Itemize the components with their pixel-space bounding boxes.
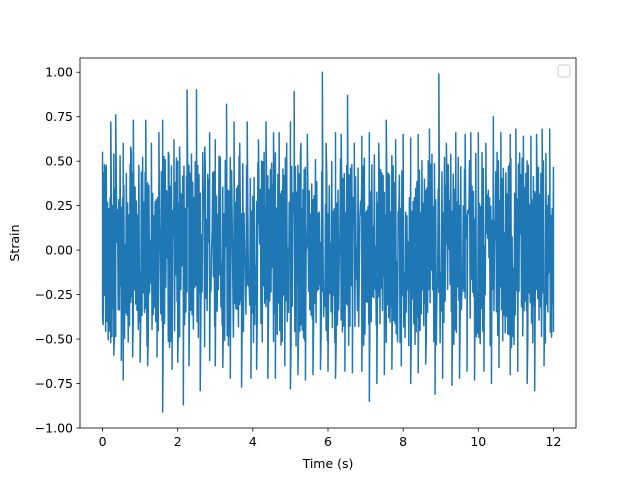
x-tick-label: 10 xyxy=(470,434,486,449)
tick-layer: 0 2 4 6 8 10 12 −1.00 −0.75 −0.50 −0.25 0.00 0.25 0.5… xyxy=(35,65,562,449)
y-tick-label: −0.75 xyxy=(35,376,73,391)
x-tick-label: 4 xyxy=(249,434,257,449)
y-tick-label: 0.00 xyxy=(45,243,73,258)
x-tick-label: 8 xyxy=(399,434,407,449)
y-tick-label: −0.25 xyxy=(35,287,73,302)
legend[interactable] xyxy=(557,64,571,78)
x-tick-label: 12 xyxy=(546,434,562,449)
x-axis-label: Time (s) xyxy=(302,456,354,471)
y-tick-label: −1.00 xyxy=(35,421,73,436)
y-tick-label: 0.25 xyxy=(45,198,73,213)
y-tick-label: −0.50 xyxy=(35,332,73,347)
x-tick-label: 6 xyxy=(324,434,332,449)
y-axis-label: Strain xyxy=(7,224,22,261)
y-tick-label: 0.50 xyxy=(45,154,73,169)
series-line xyxy=(101,71,555,413)
x-tick-label: 2 xyxy=(174,434,182,449)
y-tick-label: 0.75 xyxy=(45,109,73,124)
legend-box xyxy=(557,64,571,78)
y-tick-label: 1.00 xyxy=(45,65,73,80)
series-layer xyxy=(101,71,555,413)
x-tick-label: 0 xyxy=(99,434,107,449)
